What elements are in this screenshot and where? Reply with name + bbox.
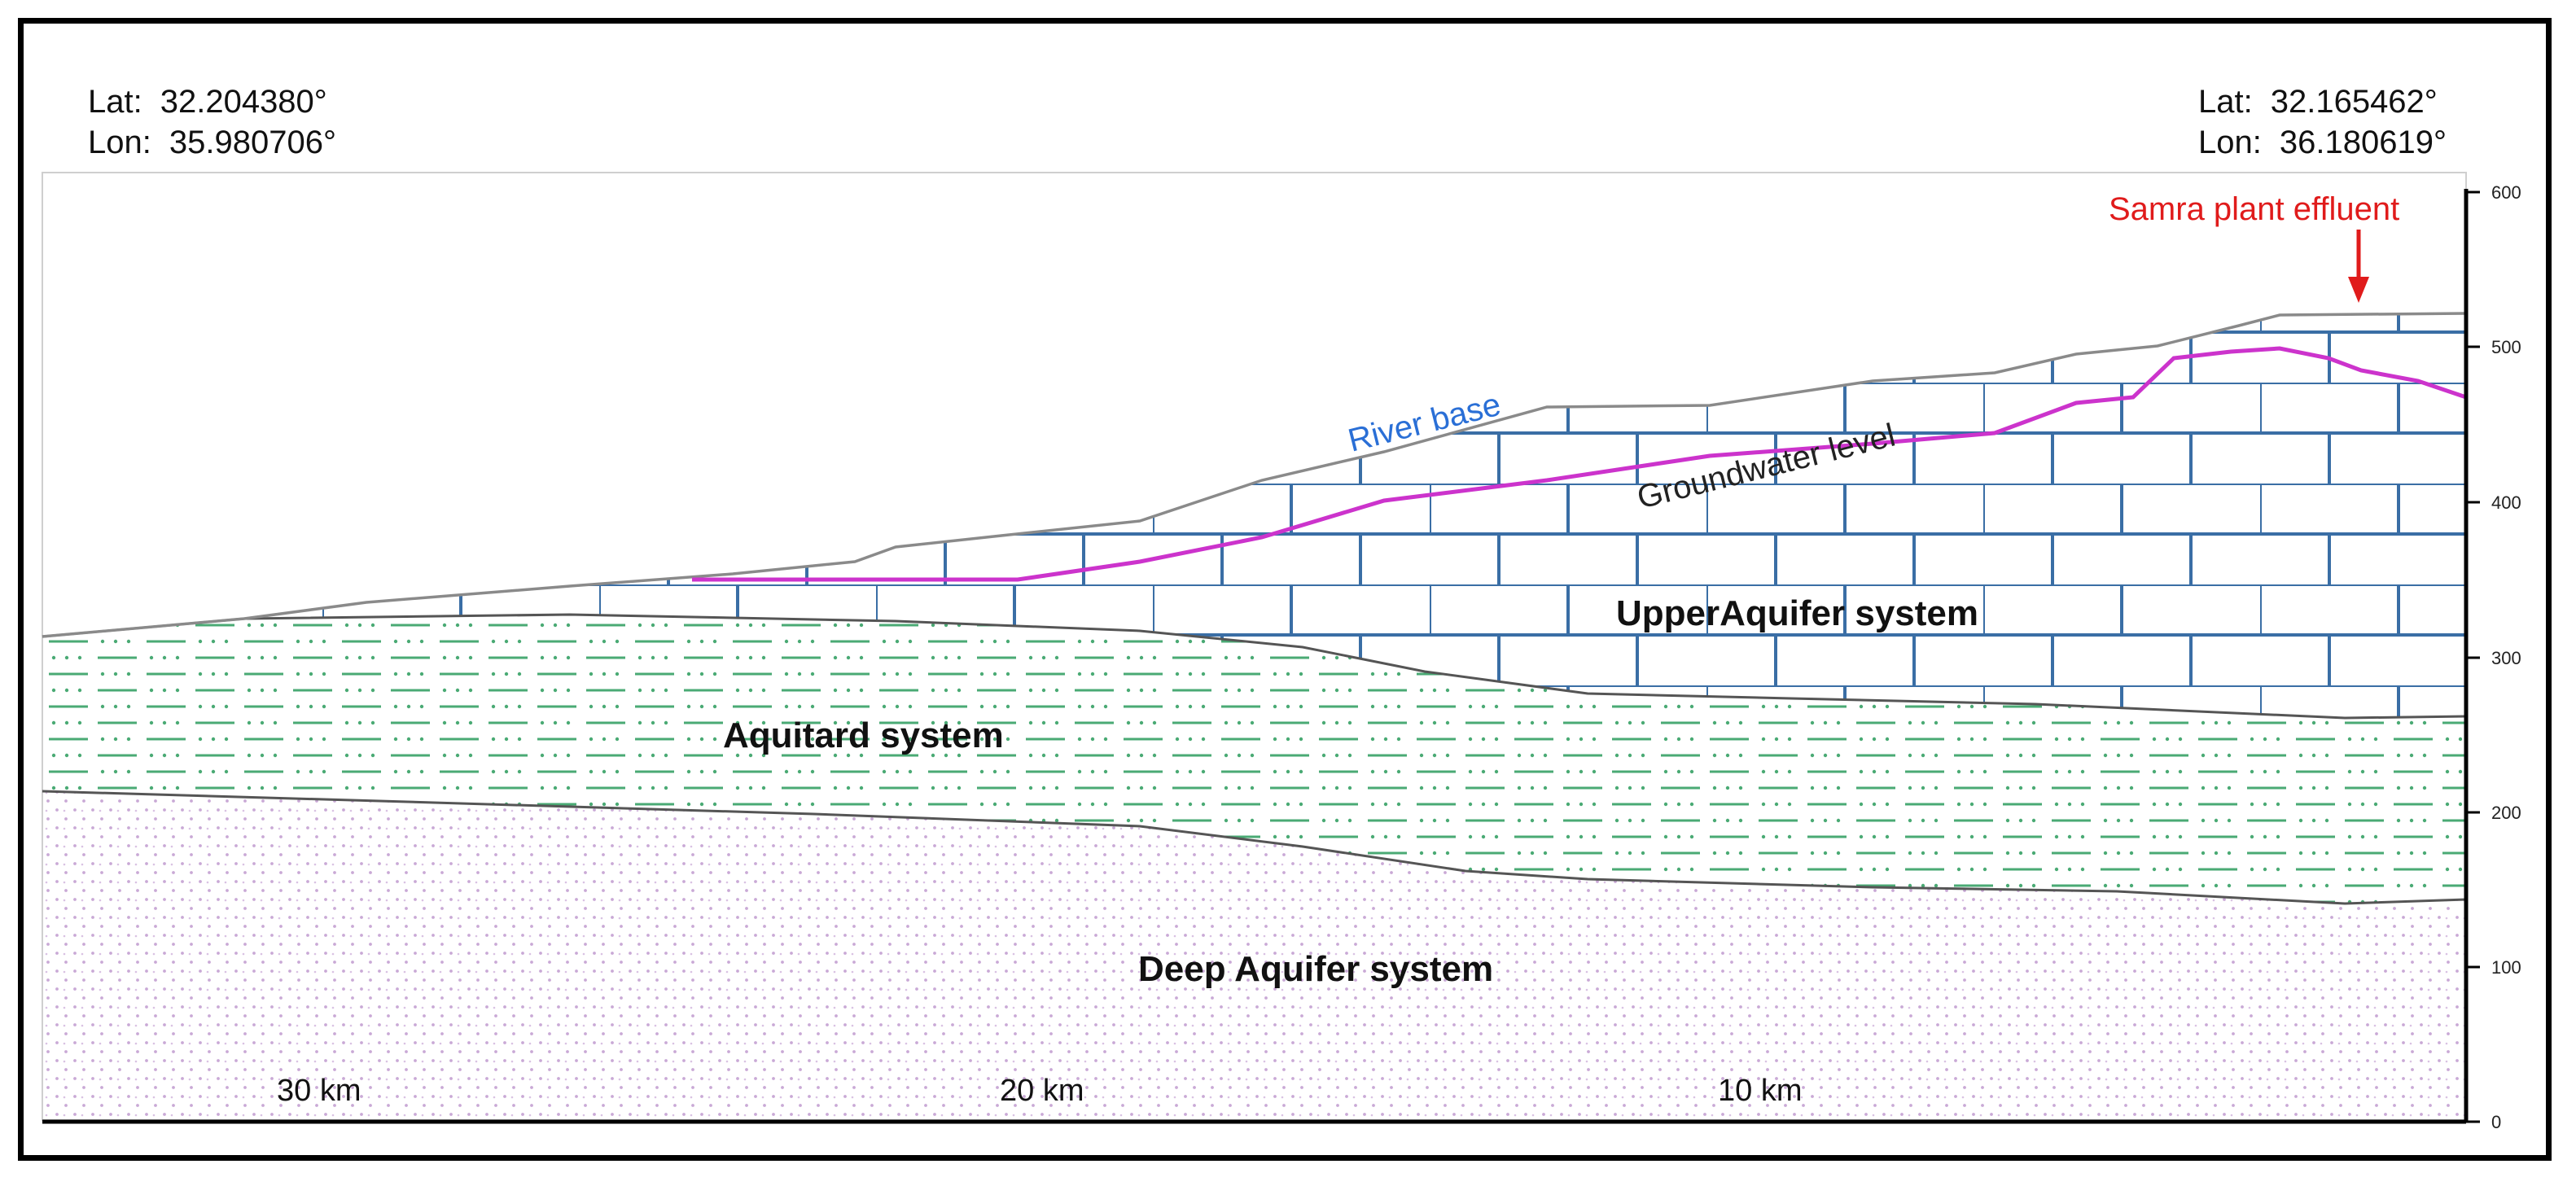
elevation-ticks xyxy=(2466,190,2480,1123)
elevation-tick-label: 200 xyxy=(2491,803,2521,823)
distance-tick-label: 10 km xyxy=(1718,1074,1802,1108)
samra-effluent-label: Samra plant effluent xyxy=(2109,191,2399,227)
right-coordinates: Lat: 32.165462° Lon: 36.180619° xyxy=(2198,81,2447,163)
distance-tick-label: 20 km xyxy=(1000,1074,1084,1108)
lat-label: Lat: xyxy=(2198,84,2253,120)
left-coordinates: Lat: 32.204380° Lon: 35.980706° xyxy=(88,81,336,163)
elevation-tick-label: 600 xyxy=(2491,182,2521,203)
aquitard-upper-boundary xyxy=(42,613,2467,720)
figure-frame xyxy=(18,18,2552,1161)
lon-value: 35.980706° xyxy=(169,125,336,160)
river-base-line xyxy=(42,312,2467,638)
aquitard-layer xyxy=(42,615,2466,904)
distance-tick-label: 30 km xyxy=(277,1074,361,1108)
lat-value: 32.165462° xyxy=(2270,84,2438,120)
lon-label: Lon: xyxy=(88,125,151,160)
elevation-tick-label: 400 xyxy=(2491,492,2521,513)
lon-value: 36.180619° xyxy=(2279,125,2447,160)
elevation-tick-label: 0 xyxy=(2491,1112,2501,1132)
upper-aquifer-label: UpperAquifer system xyxy=(1616,593,1978,633)
elevation-tick-label: 500 xyxy=(2491,337,2521,357)
lon-label: Lon: xyxy=(2198,125,2262,160)
groundwater-level-line xyxy=(692,346,2467,582)
deep-aquifer-layer xyxy=(42,791,2466,1120)
lat-value: 32.204380° xyxy=(160,84,327,120)
elevation-tick-label: 100 xyxy=(2491,957,2521,978)
elevation-tick-label: 300 xyxy=(2491,648,2521,668)
deep-aquifer-label: Deep Aquifer system xyxy=(1138,949,1493,989)
lat-label: Lat: xyxy=(88,84,142,120)
samra-arrow-icon xyxy=(2348,230,2369,303)
aquitard-label: Aquitard system xyxy=(723,716,1004,755)
deep-aquitard-boundary xyxy=(42,790,2467,905)
